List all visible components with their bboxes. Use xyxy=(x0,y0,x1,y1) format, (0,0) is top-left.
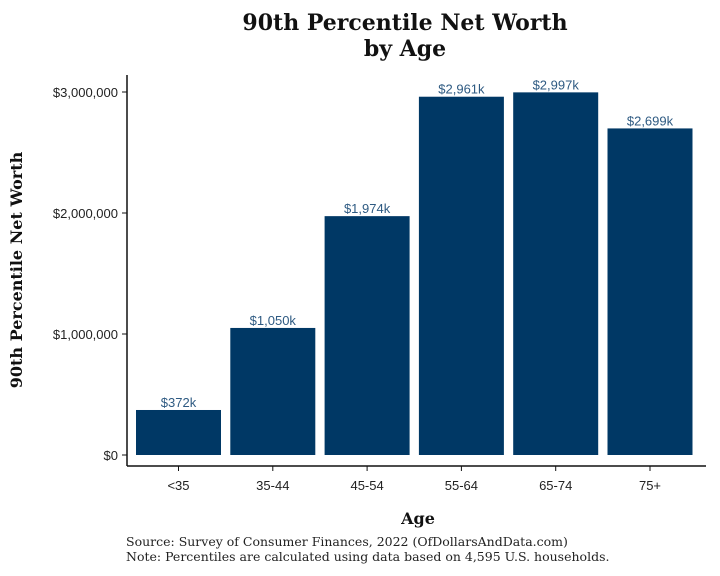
bar-75+ xyxy=(607,128,693,455)
x-axis-label: Age xyxy=(400,509,435,528)
x-tick-label: 35-44 xyxy=(256,478,289,493)
data-label: $2,699k xyxy=(627,113,674,128)
data-label: $372k xyxy=(161,395,197,410)
y-tick-label: $1,000,000 xyxy=(53,327,118,342)
source-note: Source: Survey of Consumer Finances, 202… xyxy=(126,534,568,549)
data-label: $2,961k xyxy=(438,82,485,97)
bar-65-74 xyxy=(513,92,599,455)
x-tick-label: 75+ xyxy=(639,478,661,493)
bar-<35 xyxy=(136,409,221,455)
x-tick-label: 45-54 xyxy=(350,478,383,493)
data-label: $1,050k xyxy=(250,313,297,328)
bar-45-54 xyxy=(324,216,410,455)
y-axis-label: 90th Percentile Net Worth xyxy=(7,151,26,388)
x-tick-label: <35 xyxy=(167,478,189,493)
data-label: $1,974k xyxy=(344,201,391,216)
bar-55-64 xyxy=(418,96,504,456)
bar-35-44 xyxy=(230,327,316,455)
y-tick-label: $0 xyxy=(104,448,118,463)
y-tick-label: $3,000,000 xyxy=(53,85,118,100)
percentile-note: Note: Percentiles are calculated using d… xyxy=(126,549,609,564)
y-tick-label: $2,000,000 xyxy=(53,206,118,221)
chart-title-line-2: by Age xyxy=(364,36,446,62)
x-tick-label: 55-64 xyxy=(445,478,478,493)
data-label: $2,997k xyxy=(533,77,580,92)
chart-title-line-1: 90th Percentile Net Worth xyxy=(242,10,567,36)
x-tick-label: 65-74 xyxy=(539,478,572,493)
